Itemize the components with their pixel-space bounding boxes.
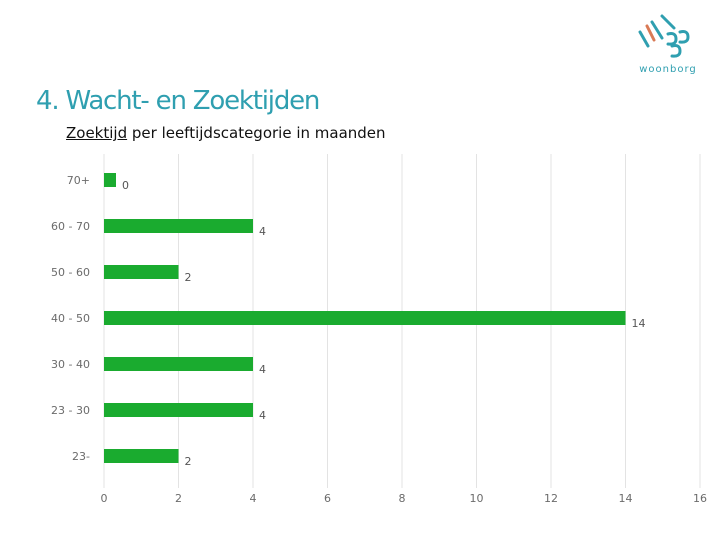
y-tick-label: 70+ bbox=[67, 174, 90, 187]
x-tick-label: 8 bbox=[399, 492, 406, 505]
bar-chart: 0 2 4 6 8 10 12 14 16 70+ 0 60 - 70 4 50 - 60 2 40 - 50… bbox=[51, 154, 707, 505]
page-title: 4. Wacht- en Zoektijden bbox=[36, 86, 320, 116]
y-tick-label: 60 - 70 bbox=[51, 220, 90, 233]
data-label: 2 bbox=[185, 271, 192, 284]
x-tick-label: 10 bbox=[470, 492, 484, 505]
woonborg-logo: woonborg bbox=[628, 10, 708, 80]
x-tick-label: 14 bbox=[619, 492, 633, 505]
subtitle-rest: per leeftijdscategorie in maanden bbox=[127, 124, 386, 142]
bar bbox=[104, 357, 253, 371]
data-label: 4 bbox=[259, 409, 266, 422]
x-tick-label: 4 bbox=[250, 492, 257, 505]
data-label: 14 bbox=[632, 317, 646, 330]
bar bbox=[104, 173, 116, 187]
bar bbox=[104, 311, 626, 325]
y-tick-label: 23 - 30 bbox=[51, 404, 90, 417]
woonborg-logo-icon bbox=[638, 14, 690, 58]
data-label: 0 bbox=[122, 179, 129, 192]
logo-text: woonborg bbox=[639, 64, 697, 75]
data-label: 2 bbox=[185, 455, 192, 468]
chart-subtitle: Zoektijd per leeftijdscategorie in maand… bbox=[66, 124, 386, 142]
subtitle-underlined: Zoektijd bbox=[66, 124, 128, 142]
y-tick-label: 50 - 60 bbox=[51, 266, 90, 279]
bar bbox=[104, 219, 253, 233]
y-tick-label: 30 - 40 bbox=[51, 358, 90, 371]
y-tick-label: 23- bbox=[72, 450, 90, 463]
data-label: 4 bbox=[259, 225, 266, 238]
x-tick-label: 2 bbox=[175, 492, 182, 505]
data-label: 4 bbox=[259, 363, 266, 376]
x-tick-label: 16 bbox=[693, 492, 707, 505]
x-tick-label: 0 bbox=[101, 492, 108, 505]
x-tick-label: 6 bbox=[324, 492, 331, 505]
x-tick-label: 12 bbox=[544, 492, 558, 505]
bar bbox=[104, 265, 179, 279]
bar bbox=[104, 403, 253, 417]
y-tick-label: 40 - 50 bbox=[51, 312, 90, 325]
bar bbox=[104, 449, 179, 463]
